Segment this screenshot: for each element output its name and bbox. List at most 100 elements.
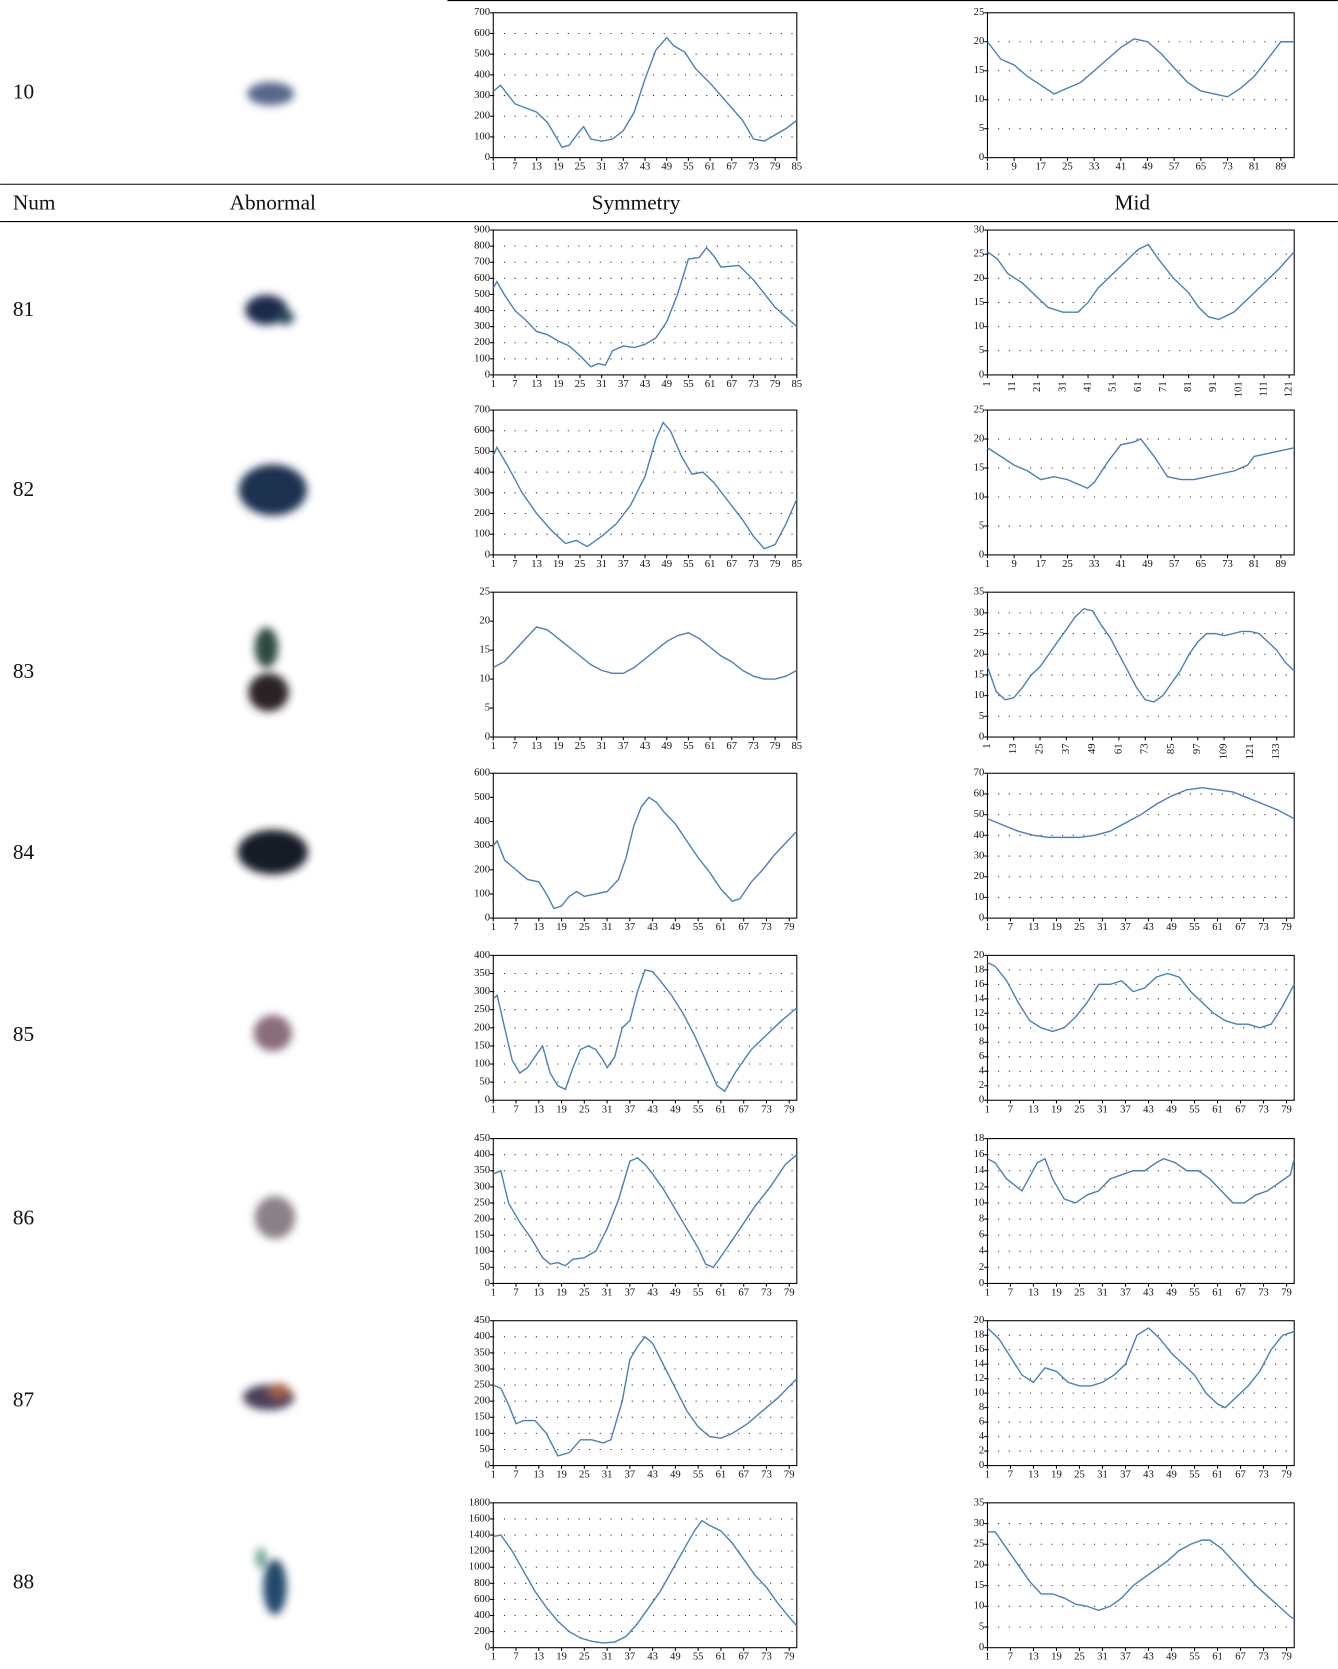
x-tick-label: 1 [491, 559, 496, 570]
y-tick-label: 14 [974, 1359, 985, 1370]
data-line [493, 1521, 797, 1643]
x-tick-label: 1 [491, 1652, 496, 1663]
x-tick-label: 7 [513, 922, 519, 933]
plot-frame [987, 592, 1294, 737]
y-tick-label: 0 [979, 1642, 984, 1653]
x-tick-label: 19 [556, 1104, 567, 1115]
y-tick-label: 200 [474, 337, 490, 348]
x-tick-label: 65 [1196, 559, 1207, 570]
y-tick-label: 350 [474, 1347, 490, 1358]
x-tick-label: 73 [1258, 1652, 1269, 1663]
x-tick-label: 13 [1008, 743, 1019, 754]
y-tick-label: 450 [474, 1133, 490, 1144]
row-number: 10 [13, 80, 34, 104]
x-tick-label: 13 [533, 1470, 544, 1481]
x-tick-label: 9 [1011, 559, 1016, 570]
row-number: 87 [13, 1388, 35, 1412]
x-tick-label: 89 [1276, 162, 1287, 173]
x-tick-label: 1 [985, 1652, 990, 1663]
x-tick-label: 55 [683, 379, 694, 390]
x-tick-label: 79 [784, 1287, 795, 1298]
x-tick-label: 73 [748, 741, 759, 752]
y-tick-label: 60 [974, 788, 985, 799]
y-tick-label: 30 [974, 607, 985, 618]
y-tick-label: 0 [979, 1460, 984, 1471]
y-tick-label: 1400 [469, 1529, 490, 1540]
x-tick-label: 37 [625, 1470, 636, 1481]
x-tick-label: 31 [602, 922, 613, 933]
x-tick-label: 1 [982, 381, 993, 386]
x-tick-label: 1 [491, 379, 496, 390]
y-tick-label: 0 [979, 1095, 984, 1106]
x-tick-label: 81 [1183, 381, 1194, 392]
y-tick-label: 350 [474, 968, 490, 979]
y-tick-label: 250 [474, 1380, 490, 1391]
x-tick-label: 121 [1245, 743, 1256, 759]
y-tick-label: 1800 [469, 1497, 490, 1508]
x-tick-label: 37 [618, 379, 629, 390]
data-line [493, 970, 797, 1091]
data-line [493, 797, 797, 908]
y-tick-label: 10 [974, 1601, 985, 1612]
y-tick-label: 30 [974, 224, 985, 235]
x-tick-label: 37 [625, 1652, 636, 1663]
page: Num Abnormal Symmetry Mid 10818283848586… [0, 0, 1338, 1669]
y-tick-label: 0 [979, 731, 984, 742]
lesion [269, 1384, 290, 1399]
x-tick-label: 43 [1143, 1470, 1154, 1481]
data-line [987, 1159, 1294, 1203]
x-tick-label: 55 [1189, 922, 1200, 933]
x-tick-label: 55 [1189, 1652, 1200, 1663]
lesion [277, 310, 294, 325]
y-tick-label: 200 [474, 1022, 490, 1033]
x-tick-label: 67 [726, 379, 737, 390]
y-tick-label: 0 [979, 369, 984, 380]
x-tick-label: 25 [1062, 162, 1073, 173]
x-tick-label: 17 [1035, 162, 1046, 173]
data-line [493, 627, 797, 679]
y-tick-label: 600 [474, 1594, 490, 1605]
y-tick-label: 10 [479, 674, 490, 685]
y-tick-label: 100 [474, 353, 490, 364]
data-line [493, 1155, 797, 1268]
y-tick-label: 100 [474, 1428, 490, 1439]
y-tick-label: 14 [974, 1165, 985, 1176]
y-tick-label: 6 [979, 1051, 984, 1062]
x-tick-label: 7 [512, 741, 518, 752]
x-tick-label: 73 [761, 1652, 772, 1663]
x-tick-label: 111 [1258, 381, 1269, 396]
x-tick-label: 61 [716, 1287, 727, 1298]
x-tick-label: 25 [1074, 1104, 1085, 1115]
x-tick-label: 85 [1166, 743, 1177, 754]
y-tick-label: 16 [974, 979, 985, 990]
y-tick-label: 1600 [469, 1513, 490, 1524]
x-tick-label: 7 [512, 379, 518, 390]
data-line [493, 423, 797, 549]
y-tick-label: 35 [974, 587, 985, 598]
y-tick-label: 30 [974, 1518, 985, 1529]
data-line [987, 39, 1294, 97]
x-tick-label: 25 [579, 1652, 590, 1663]
x-tick-label: 67 [726, 162, 737, 173]
y-tick-label: 25 [479, 587, 490, 598]
x-tick-label: 61 [1212, 1287, 1223, 1298]
x-tick-label: 85 [791, 162, 802, 173]
x-tick-label: 67 [738, 1470, 749, 1481]
x-tick-label: 43 [1143, 1652, 1154, 1663]
x-tick-label: 79 [770, 162, 781, 173]
y-tick-label: 12 [974, 1008, 985, 1019]
x-tick-label: 43 [640, 559, 651, 570]
lesion [254, 1015, 292, 1051]
x-tick-label: 1 [491, 922, 496, 933]
x-tick-label: 73 [748, 559, 759, 570]
y-tick-label: 0 [979, 549, 984, 560]
plot-frame [493, 592, 797, 737]
row-number: 85 [13, 1022, 34, 1046]
x-tick-label: 25 [1062, 559, 1073, 570]
y-tick-label: 700 [474, 7, 490, 18]
row-number: 84 [13, 840, 35, 864]
y-tick-label: 300 [474, 986, 490, 997]
plot-frame [987, 230, 1294, 375]
y-tick-label: 200 [474, 111, 490, 122]
x-tick-label: 67 [1235, 922, 1246, 933]
